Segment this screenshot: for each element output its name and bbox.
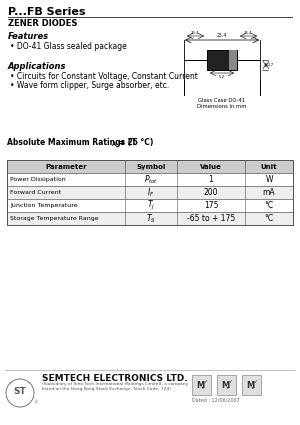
Text: ®: ® [33,400,38,405]
Text: A: A [112,142,116,147]
Text: 1: 1 [208,175,213,184]
Bar [7,160,293,225]
Text: ✓: ✓ [203,379,207,383]
Text: • DO-41 Glass sealed package: • DO-41 Glass sealed package [10,42,127,51]
Text: Features: Features [8,32,49,41]
Bar [7,186,293,199]
Text: 175: 175 [204,201,218,210]
Text: (Subsidiary of Sino Tech International Holdings Limited, a company: (Subsidiary of Sino Tech International H… [42,382,188,386]
Text: M: M [196,380,204,389]
Text: $T_S$: $T_S$ [146,212,156,225]
Bar [7,212,293,225]
Text: Symbol: Symbol [136,164,166,170]
Bar [7,173,293,186]
Text: -65 to + 175: -65 to + 175 [187,214,235,223]
Text: 25.4: 25.4 [217,33,227,38]
Text: • Wave form clipper, Surge absorber, etc.: • Wave form clipper, Surge absorber, etc… [10,81,169,90]
Text: 25.4: 25.4 [191,31,199,35]
Text: °C: °C [264,214,274,223]
Text: Glass Case DO-41: Glass Case DO-41 [198,98,246,103]
Text: $I_F$: $I_F$ [147,186,155,199]
Text: listed on the Hong Kong Stock Exchange, Stock Code: 724): listed on the Hong Kong Stock Exchange, … [42,387,171,391]
Text: Parameter: Parameter [45,164,87,170]
Bar [207,50,237,70]
Text: ★: ★ [251,386,255,390]
Text: Unit: Unit [261,164,277,170]
Text: ✓: ✓ [253,379,257,383]
Text: Absolute Maximum Ratings (T: Absolute Maximum Ratings (T [7,138,136,147]
Text: ★: ★ [226,386,230,390]
Text: $T_j$: $T_j$ [147,199,155,212]
Text: 5.2: 5.2 [219,75,225,79]
Bar [229,50,237,70]
Text: ST: ST [14,388,26,397]
Bar [7,160,293,173]
Text: Junction Temperature: Junction Temperature [10,203,78,208]
Text: Dated : 12/06/2007: Dated : 12/06/2007 [192,397,240,402]
Bar [242,375,261,395]
Text: Value: Value [200,164,222,170]
Text: ★: ★ [201,386,205,390]
Text: M: M [221,380,229,389]
Bar [7,199,293,212]
Bar [217,375,236,395]
Text: • Circuits for Constant Voltage, Constant Current: • Circuits for Constant Voltage, Constan… [10,72,198,81]
Text: ZENER DIODES: ZENER DIODES [8,19,77,28]
Text: SEMTECH ELECTRONICS LTD.: SEMTECH ELECTRONICS LTD. [42,374,188,383]
Text: mA: mA [263,188,275,197]
Text: M: M [246,380,254,389]
Text: $P_{tot}$: $P_{tot}$ [144,173,158,186]
Text: Power Dissipation: Power Dissipation [10,177,66,182]
Text: 25.4: 25.4 [244,31,252,35]
Text: ✓: ✓ [228,379,232,383]
Text: 200: 200 [204,188,218,197]
Text: Forward Current: Forward Current [10,190,61,195]
Text: 2.7: 2.7 [268,63,274,67]
Bar [192,375,211,395]
Text: Dimensions in mm: Dimensions in mm [197,104,247,109]
Text: Storage Temperature Range: Storage Temperature Range [10,216,99,221]
Text: P...FB Series: P...FB Series [8,7,85,17]
Text: Applications: Applications [8,62,67,71]
Text: W: W [265,175,273,184]
Text: = 25 °C): = 25 °C) [116,138,153,147]
Text: °C: °C [264,201,274,210]
